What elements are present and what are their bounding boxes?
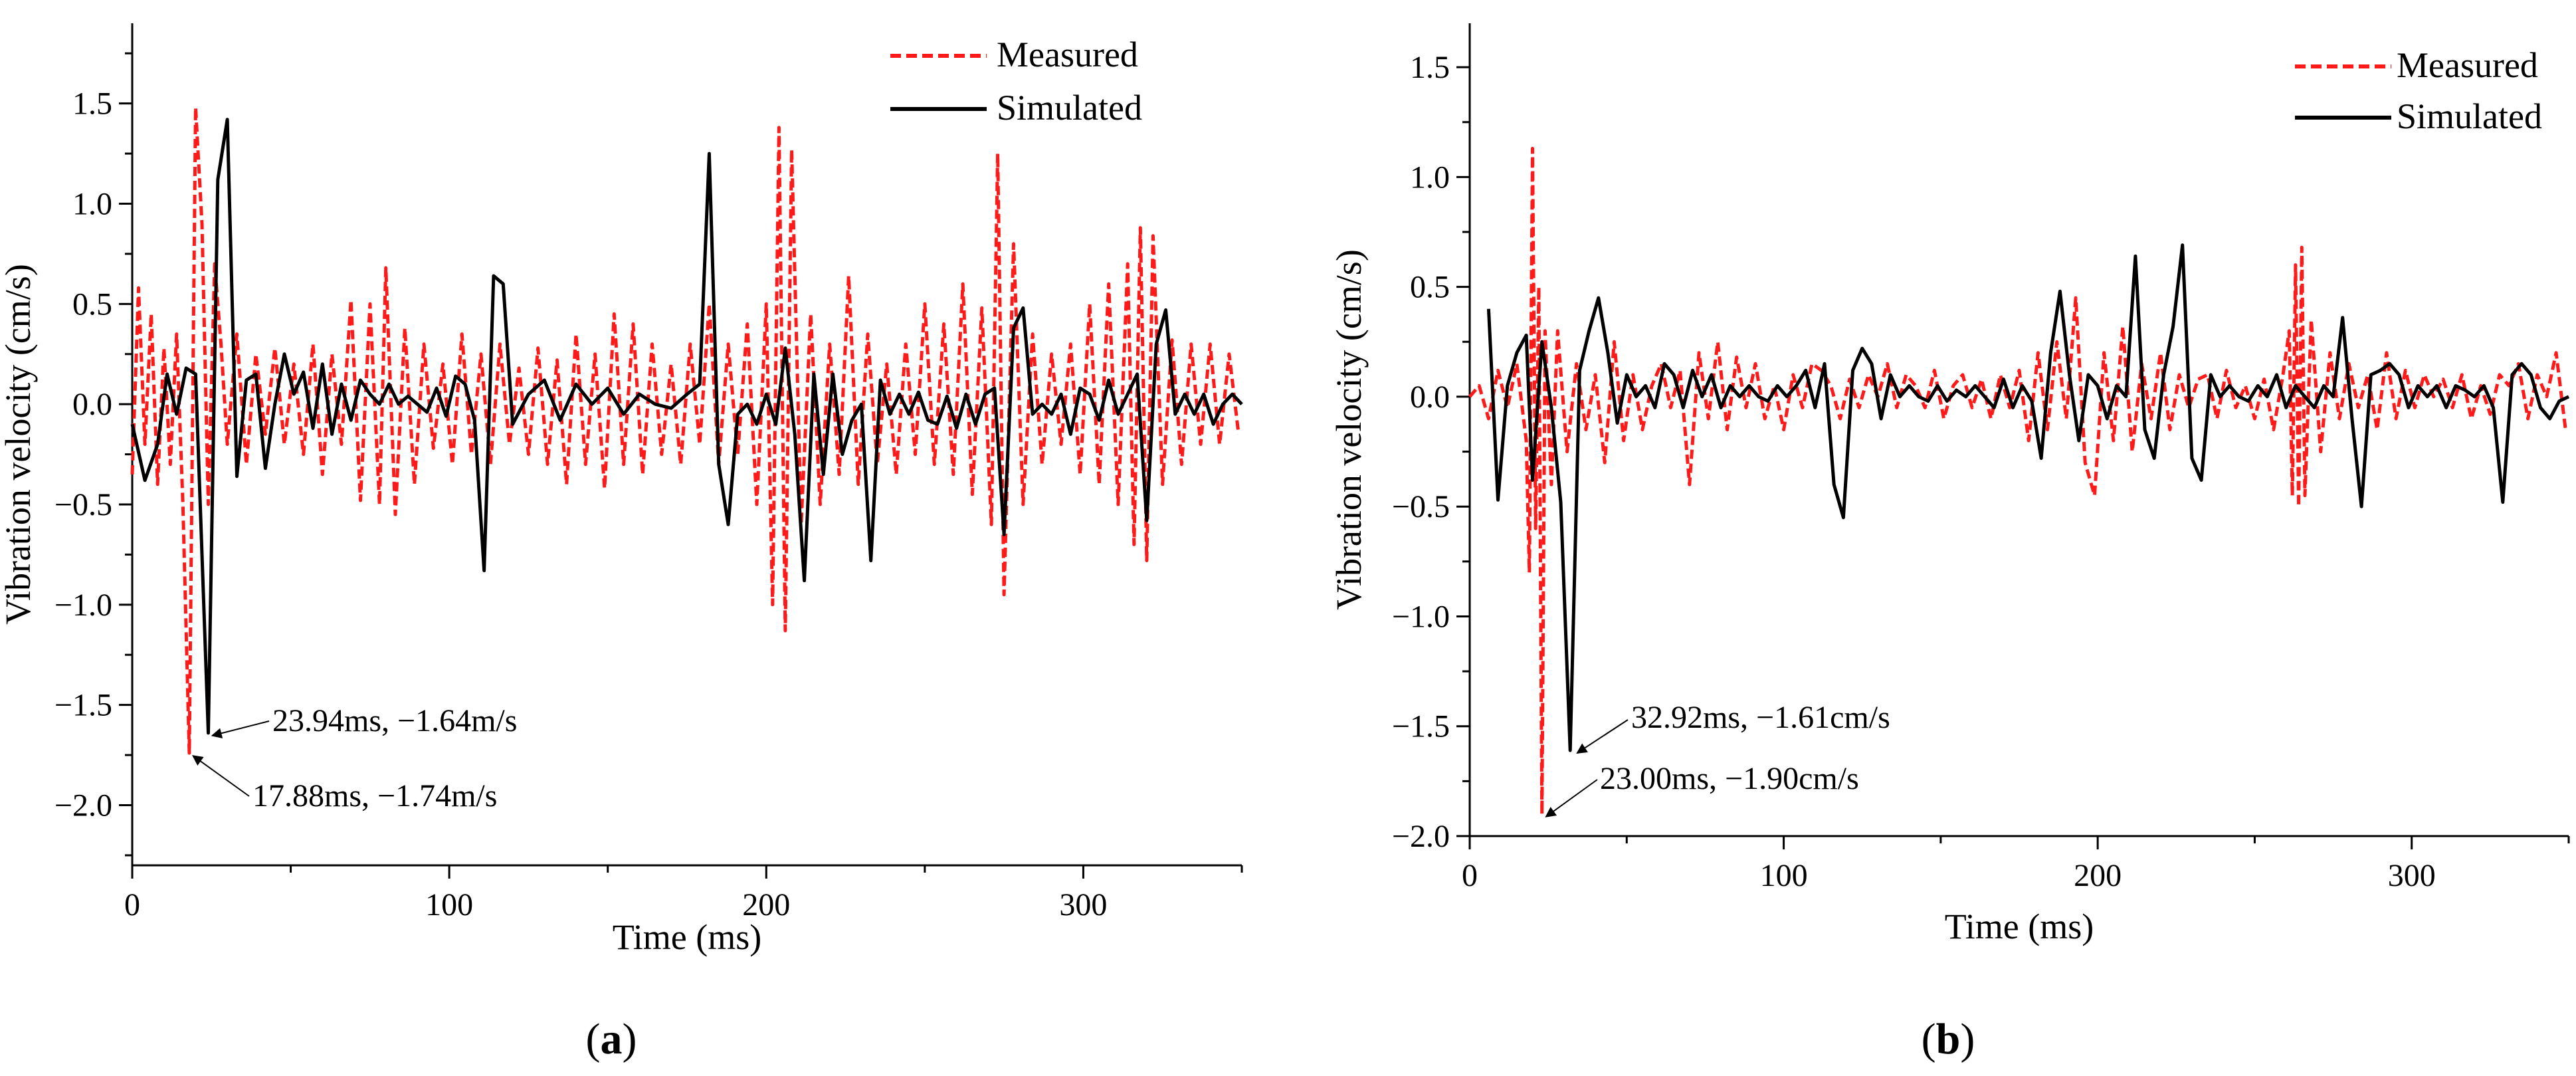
chart-panel-b: 0 100 200 300 −2.0 −1.5 −1.0 −0.5 0.0 0.5 1.0 1.5 Ti… <box>1329 23 2570 1063</box>
panel-label-b: (b) <box>1922 1015 1975 1063</box>
x-tick-label-b: 300 <box>2388 858 2436 893</box>
y-tick-label-a: 0.5 <box>72 286 112 322</box>
y-tick-label-b: −0.5 <box>1392 489 1450 524</box>
panel-label-a: (a) <box>586 1015 637 1063</box>
y-axis-title-a: Vibration velocity (cm/s) <box>0 264 38 625</box>
series-line-measured-a <box>130 106 1240 755</box>
x-tick-label-a: 300 <box>1059 887 1107 922</box>
annotation-arrow-b <box>1545 779 1598 817</box>
x-tick-label-b: 200 <box>2074 858 2122 893</box>
y-tick-label-a: 1.5 <box>72 86 112 122</box>
legend-label-measured-b: Measured <box>2397 45 2538 85</box>
legend-label-measured-a: Measured <box>997 35 1138 74</box>
legend-label-simulated-a: Simulated <box>997 88 1142 128</box>
x-axis-title-b: Time (ms) <box>1945 907 2094 946</box>
y-axis-title-b: Vibration velocity (cm/s) <box>1329 249 1369 610</box>
y-tick-label-b: 0.0 <box>1410 379 1450 415</box>
y-tick-label-a: −0.5 <box>54 487 112 522</box>
y-tick-label-b: 1.5 <box>1410 50 1450 85</box>
x-tick-label-b: 0 <box>1462 858 1478 893</box>
y-tick-label-b: −1.5 <box>1392 709 1450 744</box>
legend-label-simulated-b: Simulated <box>2397 96 2542 136</box>
annotation-label-a: 23.94ms, −1.64m/s <box>272 703 517 738</box>
x-axis-title-a: Time (ms) <box>613 917 762 957</box>
series-line-simulated-a <box>130 118 1243 735</box>
y-tick-label-b: 1.0 <box>1410 160 1450 195</box>
y-tick-label-b: 0.5 <box>1410 270 1450 305</box>
chart-panel-a: 0 100 200 300 −2.0 −1.5 −1.0 −0.5 0.0 0.5 1.0 1.5 Ti… <box>0 23 1243 1063</box>
y-tick-label-a: −2.0 <box>54 788 112 823</box>
annotation-label-a: 17.88ms, −1.74m/s <box>252 778 497 813</box>
annotation-label-b: 32.92ms, −1.61cm/s <box>1631 700 1890 735</box>
annotation-arrow-a <box>192 755 250 797</box>
x-tick-label-a: 100 <box>425 887 473 922</box>
x-tick-label-a: 200 <box>742 887 790 922</box>
y-tick-label-b: −1.0 <box>1392 599 1450 634</box>
y-tick-label-a: −1.5 <box>54 688 112 723</box>
y-tick-label-a: 1.0 <box>72 187 112 222</box>
y-tick-label-b: −2.0 <box>1392 819 1450 854</box>
annotation-arrow-b <box>1576 719 1629 754</box>
y-tick-label-a: 0.0 <box>72 387 112 422</box>
x-tick-label-b: 100 <box>1760 858 1808 893</box>
annotation-arrow-a <box>211 720 270 739</box>
x-tick-label-a: 0 <box>124 887 140 922</box>
series-line-simulated-b <box>1486 243 2570 752</box>
y-tick-label-a: −1.0 <box>54 588 112 623</box>
annotation-label-b: 23.00ms, −1.90cm/s <box>1600 761 1859 796</box>
